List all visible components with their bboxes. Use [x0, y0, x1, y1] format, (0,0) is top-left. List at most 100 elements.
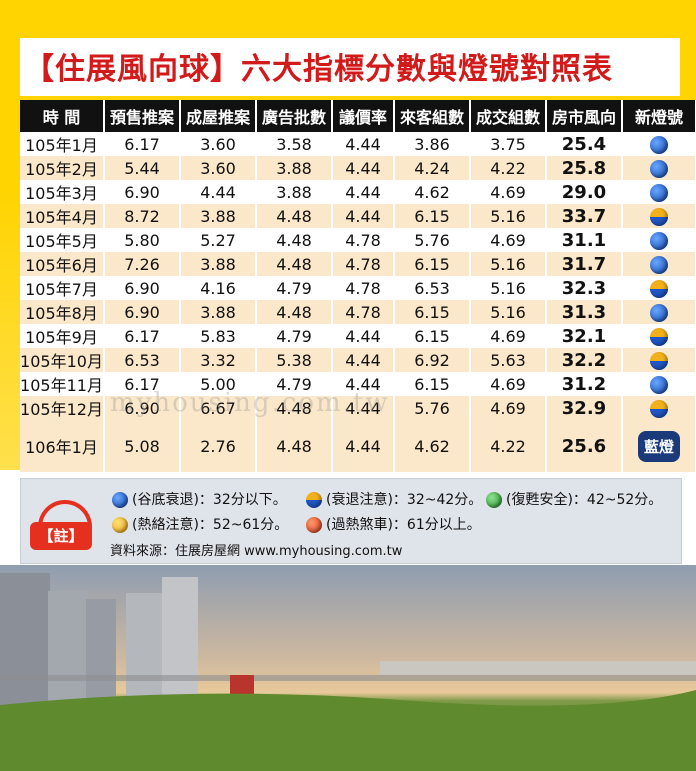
- legend-text: (衰退注意)：32~42分。: [326, 492, 483, 508]
- table-row: 105年8月 6.90 3.88 4.48 4.78 6.15 5.16 31.3: [20, 300, 696, 324]
- cell-market: 31.3: [546, 300, 623, 324]
- header-cell: 議價率: [332, 100, 395, 132]
- cell-ads: 3.88: [256, 180, 333, 204]
- cell-lamp: [622, 252, 696, 276]
- note-badge-label: 【註】: [30, 522, 92, 550]
- cell-market: 32.3: [546, 276, 623, 300]
- header-cell: 廣告批數: [256, 100, 333, 132]
- cell-deals: 4.69: [470, 180, 547, 204]
- cell-ads: 3.88: [256, 156, 333, 180]
- cell-ads: 4.79: [256, 276, 333, 300]
- cell-visitors: 6.15: [394, 372, 471, 396]
- cell-built: 3.60: [180, 156, 257, 180]
- cell-ads: 4.48: [256, 300, 333, 324]
- table-row: 105年5月 5.80 5.27 4.48 4.78 5.76 4.69 31.1: [20, 228, 696, 252]
- cell-market: 32.9: [546, 396, 623, 420]
- cell-ads: 4.48: [256, 420, 333, 472]
- cell-visitors: 5.76: [394, 228, 471, 252]
- cell-built: 3.88: [180, 204, 257, 228]
- cell-bargain: 4.78: [332, 228, 395, 252]
- cell-deals: 4.22: [470, 420, 547, 472]
- cell-lamp: [622, 228, 696, 252]
- table-row: 105年10月 6.53 3.32 5.38 4.44 6.92 5.63 32.2: [20, 348, 696, 372]
- cell-deals: 4.69: [470, 324, 547, 348]
- cell-time: 105年2月: [20, 156, 105, 180]
- blue-lamp-icon: [650, 183, 668, 202]
- cell-time: 105年5月: [20, 228, 105, 252]
- cell-ads: 4.48: [256, 228, 333, 252]
- cell-presale: 6.90: [104, 300, 181, 324]
- cell-bargain: 4.44: [332, 396, 395, 420]
- cell-built: 5.00: [180, 372, 257, 396]
- blue-lamp-icon: [112, 492, 128, 508]
- header-cell: 房市風向: [546, 100, 623, 132]
- cell-market: 25.6: [546, 420, 623, 472]
- cell-built: 4.44: [180, 180, 257, 204]
- header-cell: 時 間: [20, 100, 105, 132]
- cell-ads: 3.58: [256, 132, 333, 156]
- cell-visitors: 6.15: [394, 324, 471, 348]
- cell-bargain: 4.78: [332, 252, 395, 276]
- cell-time: 105年8月: [20, 300, 105, 324]
- lamp-label: 藍燈: [637, 430, 680, 462]
- yellow-blue-lamp-icon: [650, 399, 668, 418]
- cell-lamp: [622, 348, 696, 372]
- header-cell: 成屋推案: [180, 100, 257, 132]
- cell-built: 3.88: [180, 252, 257, 276]
- cell-deals: 3.75: [470, 132, 547, 156]
- cell-ads: 4.79: [256, 324, 333, 348]
- cell-deals: 5.16: [470, 300, 547, 324]
- table-row: 106年1月 5.08 2.76 4.48 4.44 4.62 4.22 25.6 藍燈: [20, 420, 696, 472]
- cell-market: 25.4: [546, 132, 623, 156]
- cell-visitors: 6.15: [394, 252, 471, 276]
- yellow-blue-lamp-icon: [650, 351, 668, 370]
- table-row: 105年9月 6.17 5.83 4.79 4.44 6.15 4.69 32.1: [20, 324, 696, 348]
- title-band: [20, 38, 680, 96]
- legend-item: (熱絡注意)：52~61分。: [112, 514, 288, 534]
- table-row: 105年7月 6.90 4.16 4.79 4.78 6.53 5.16 32.3: [20, 276, 696, 300]
- cell-market: 31.1: [546, 228, 623, 252]
- cell-time: 106年1月: [20, 420, 105, 472]
- cell-lamp: [622, 276, 696, 300]
- cell-built: 3.60: [180, 132, 257, 156]
- cell-built: 4.16: [180, 276, 257, 300]
- table-body: 105年1月 6.17 3.60 3.58 4.44 3.86 3.75 25.4 105年2月…: [20, 132, 696, 472]
- note-box: [20, 478, 682, 564]
- cell-built: 5.27: [180, 228, 257, 252]
- legend-item: (過熱煞車)：61分以上。: [306, 514, 481, 534]
- note-badge: 【註】: [30, 500, 92, 550]
- cell-presale: 6.90: [104, 396, 181, 420]
- cell-presale: 6.90: [104, 276, 181, 300]
- cell-ads: 5.38: [256, 348, 333, 372]
- yellow-lamp-icon: [112, 517, 128, 533]
- table-row: 105年11月 6.17 5.00 4.79 4.44 6.15 4.69 31.2: [20, 372, 696, 396]
- yellow-blue-lamp-icon: [306, 492, 322, 508]
- header-cell: 成交組數: [470, 100, 547, 132]
- cell-deals: 4.69: [470, 228, 547, 252]
- legend-text: (過熱煞車)：61分以上。: [326, 517, 481, 533]
- cell-bargain: 4.44: [332, 156, 395, 180]
- blue-lamp-icon: [650, 135, 668, 154]
- cell-built: 6.67: [180, 396, 257, 420]
- green-lamp-icon: [486, 492, 502, 508]
- cell-presale: 5.44: [104, 156, 181, 180]
- cell-time: 105年12月: [20, 396, 105, 420]
- cell-lamp: 藍燈: [622, 420, 696, 472]
- table-header-row: 時 間預售推案 成屋推案 廣告批數 議價率 來客組數 成交組數 房市風向 新燈號: [20, 100, 696, 132]
- page-title: 【住展風向球】六大指標分數與燈號對照表: [24, 52, 613, 87]
- cell-market: 33.7: [546, 204, 623, 228]
- cell-visitors: 4.24: [394, 156, 471, 180]
- cell-time: 105年9月: [20, 324, 105, 348]
- red-lamp-icon: [306, 517, 322, 533]
- cell-visitors: 6.92: [394, 348, 471, 372]
- blue-lamp-icon: [650, 159, 668, 178]
- cell-time: 105年4月: [20, 204, 105, 228]
- cell-lamp: [622, 324, 696, 348]
- cell-visitors: 3.86: [394, 132, 471, 156]
- legend-item: (衰退注意)：32~42分。: [306, 489, 482, 509]
- yellow-blue-lamp-icon: [650, 207, 668, 226]
- cell-market: 29.0: [546, 180, 623, 204]
- cell-time: 105年11月: [20, 372, 105, 396]
- table-row: 105年12月 6.90 6.67 4.48 4.44 5.76 4.69 32.9: [20, 396, 696, 420]
- cell-deals: 4.22: [470, 156, 547, 180]
